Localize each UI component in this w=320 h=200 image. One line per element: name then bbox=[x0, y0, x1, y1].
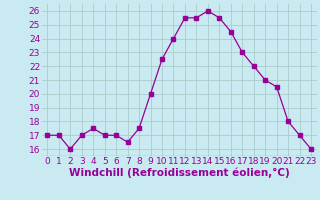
X-axis label: Windchill (Refroidissement éolien,°C): Windchill (Refroidissement éolien,°C) bbox=[69, 168, 290, 178]
